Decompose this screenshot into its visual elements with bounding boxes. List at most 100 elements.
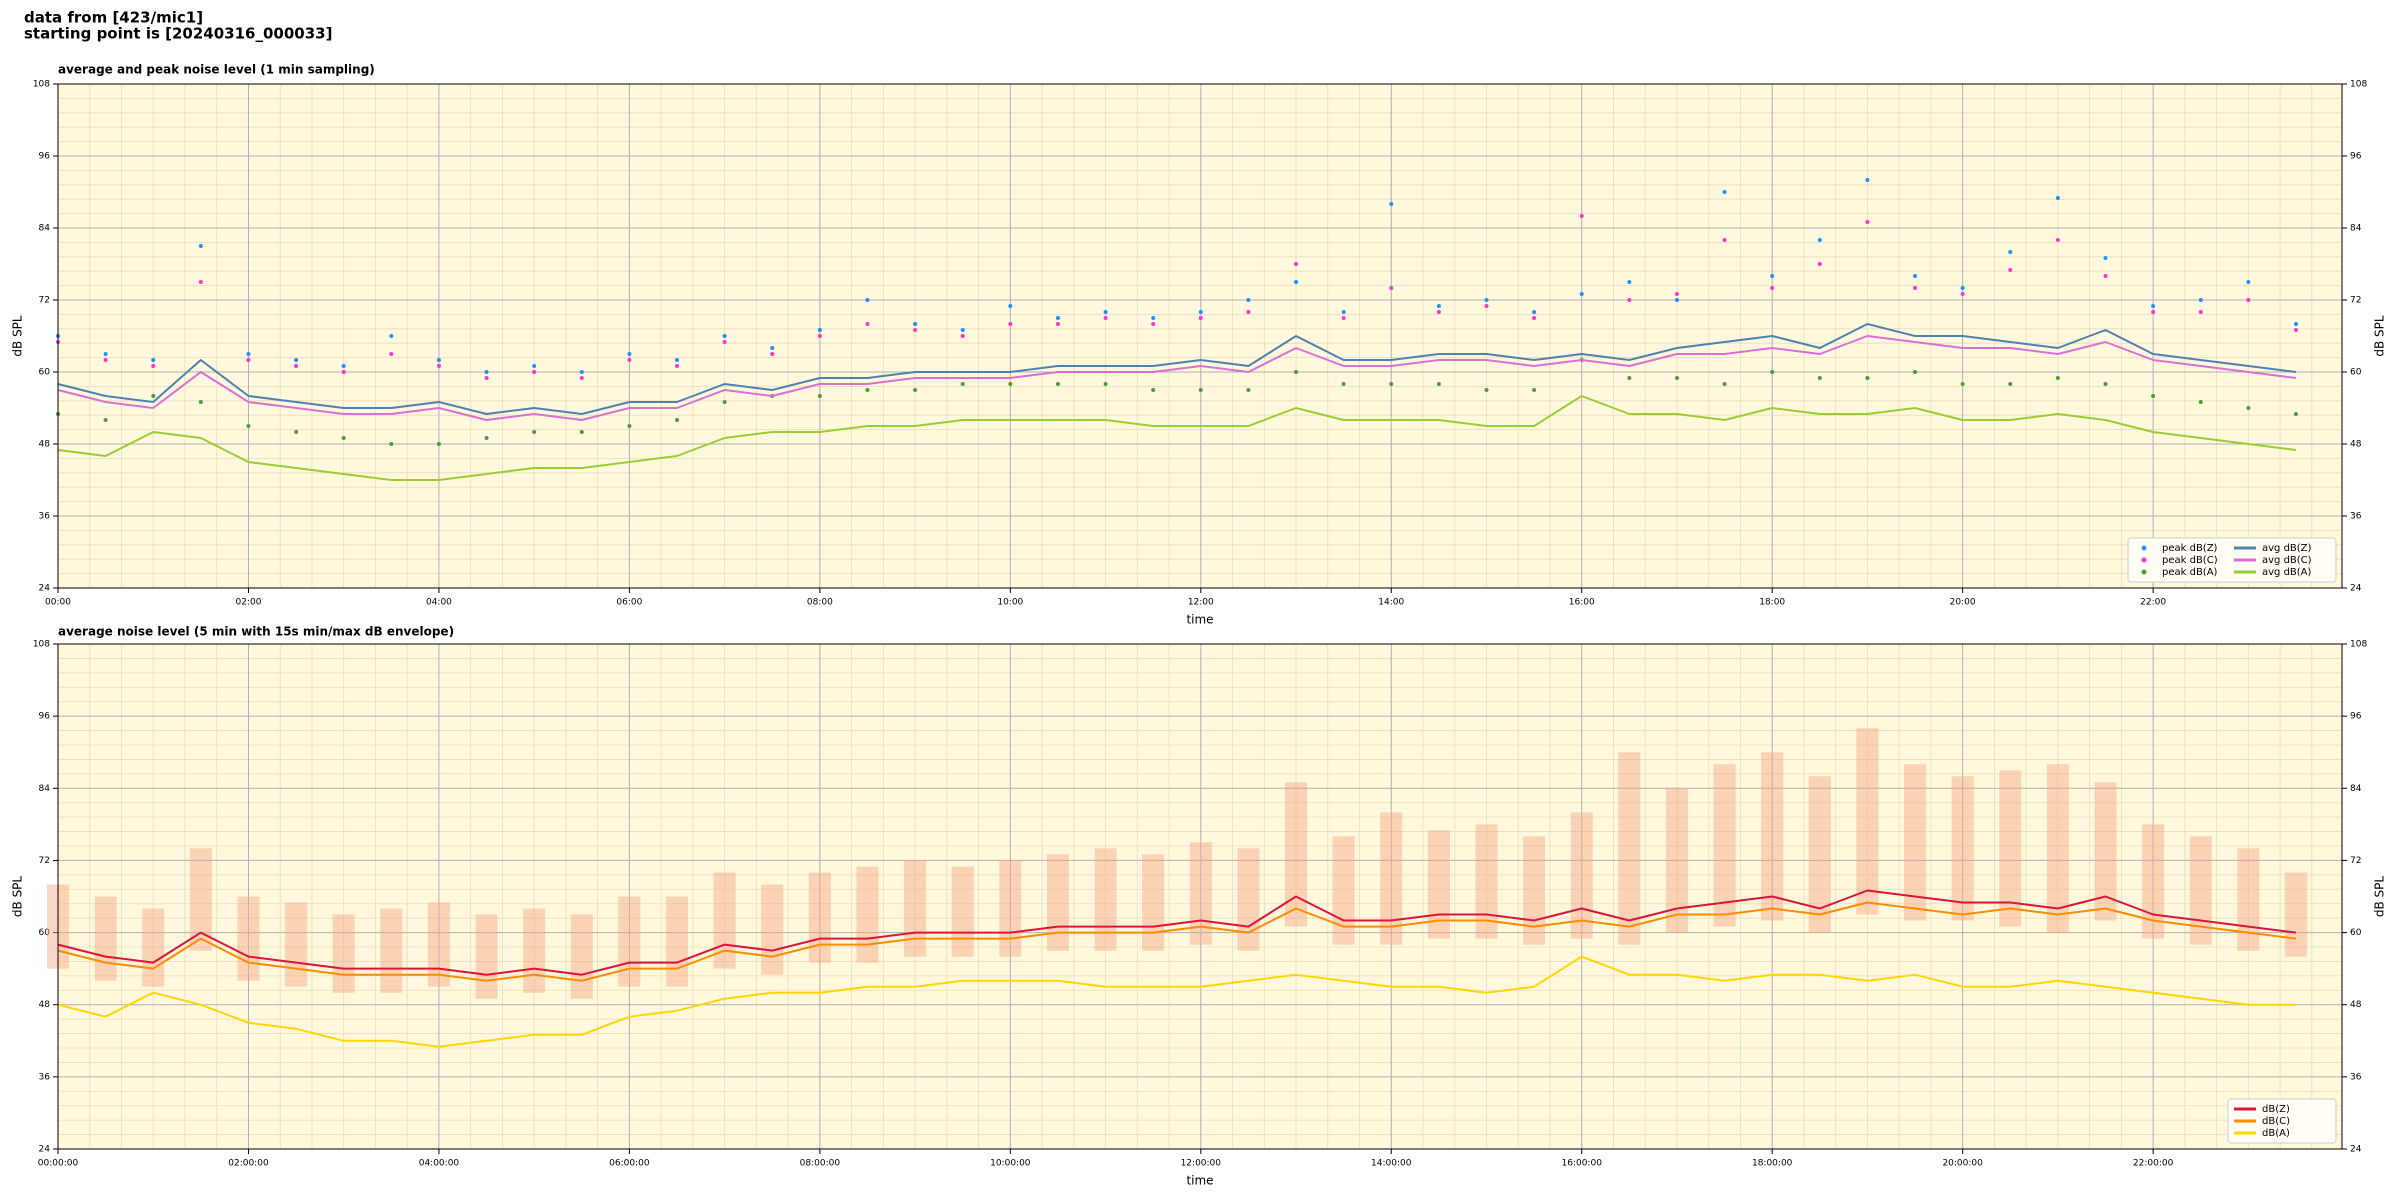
point [960,328,965,332]
point [436,442,441,446]
y-tick-label: 24 [39,584,51,594]
point [151,364,156,368]
y-tick-label: 72 [39,856,50,866]
point [341,436,346,440]
legend-label: dB(Z) [2262,1104,2290,1115]
header-line: data from [423/mic1] [24,9,203,27]
point [1008,322,1013,326]
y-tick-label: 72 [2350,296,2361,306]
y-tick-label: 108 [2350,80,2367,90]
x-tick-label: 12:00:00 [1181,1159,1222,1169]
x-tick-label: 08:00:00 [800,1159,841,1169]
y-tick-label: 36 [39,1072,51,1082]
y-tick-label: 24 [2350,584,2362,594]
point [1674,376,1679,380]
y-tick-label: 48 [2350,1000,2362,1010]
point [341,364,346,368]
point [2198,310,2203,314]
point [1103,382,1108,386]
point [484,436,489,440]
point [1722,190,1727,194]
point [1294,280,1299,284]
point [1198,310,1203,314]
point [2055,196,2060,200]
y-tick-label: 24 [2350,1145,2362,1155]
line [57,323,2297,415]
point [1817,262,1822,266]
point [1484,298,1489,302]
point [1960,382,1965,386]
point [2293,322,2298,326]
y-tick-label: 84 [2350,224,2362,234]
point [1151,322,1156,326]
point [198,280,203,284]
point [627,352,632,356]
point [2103,256,2108,260]
point [1960,286,1965,290]
point [1246,298,1251,302]
point [1532,388,1537,392]
point [2151,310,2156,314]
y-axis-label: dB SPL [2373,876,2387,918]
point [1532,310,1537,314]
point [817,328,822,332]
point [1341,316,1346,320]
y-tick-label: 108 [33,80,50,90]
legend-label: peak dB(Z) [2162,543,2218,554]
y-tick-label: 24 [39,1145,51,1155]
y-tick-label: 36 [2350,512,2362,522]
point [1103,316,1108,320]
point [1865,220,1870,224]
y-axis-label: dB SPL [11,315,25,357]
y-tick-label: 36 [39,512,51,522]
point [436,364,441,368]
x-tick-label: 10:00:00 [990,1159,1031,1169]
point [770,346,775,350]
x-tick-label: 20:00 [1950,598,1976,608]
point [1770,274,1775,278]
point [1055,322,1060,326]
y-tick-label: 84 [39,224,51,234]
line [57,955,2296,1048]
point [151,358,156,362]
point [1627,298,1632,302]
point [722,400,727,404]
point [1484,304,1489,308]
point [2246,280,2251,284]
point [2246,298,2251,302]
point [1389,286,1394,290]
point [627,424,632,428]
legend-box [2127,537,2337,583]
line [57,335,2297,421]
point [294,358,299,362]
point [1674,292,1679,296]
point [294,430,299,434]
point [246,358,251,362]
point [532,370,537,374]
point [1770,286,1775,290]
point [1674,298,1679,302]
y-tick-label: 72 [39,296,50,306]
point [913,388,918,392]
point [1246,310,1251,314]
point [675,364,680,368]
point [1913,274,1918,278]
point [1484,388,1489,392]
x-axis-label: time [1186,613,1213,627]
y-tick-label: 96 [2350,152,2362,162]
point [246,352,251,356]
point [484,376,489,380]
point [198,400,203,404]
legend-marker [2141,569,2147,575]
point [389,334,394,338]
point [1341,382,1346,386]
point [1913,370,1918,374]
point [675,418,680,422]
point [2198,298,2203,302]
y-tick-label: 84 [39,784,51,794]
point [389,352,394,356]
x-tick-label: 00:00 [45,598,71,608]
y-tick-label: 48 [2350,440,2362,450]
legend-label: peak dB(C) [2162,555,2218,566]
